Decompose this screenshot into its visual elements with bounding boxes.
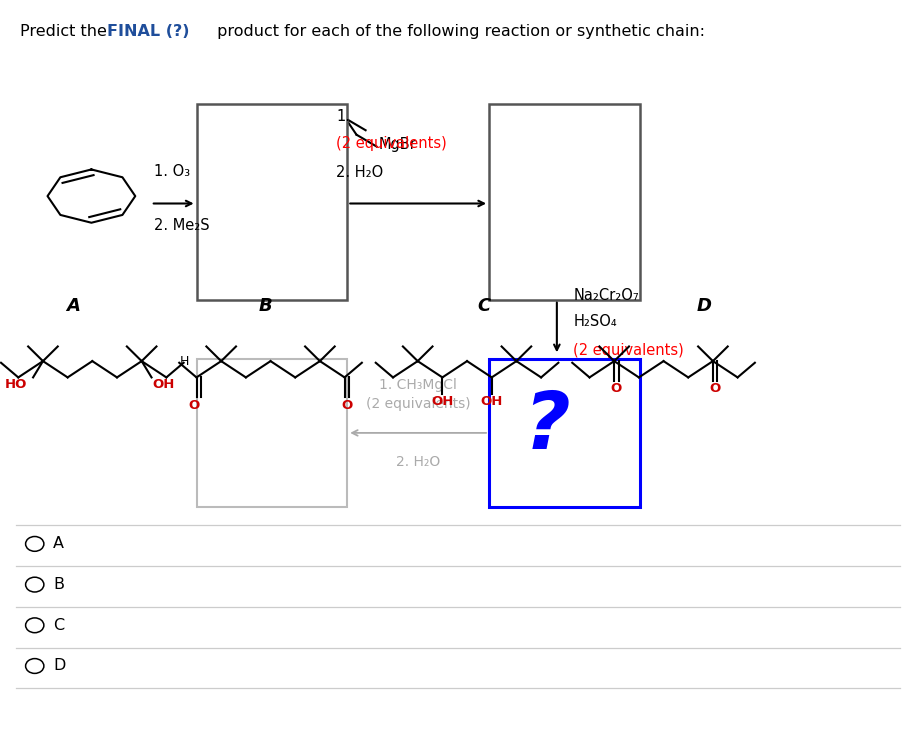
Text: A: A	[53, 536, 64, 551]
Bar	[197, 104, 347, 300]
Text: D: D	[53, 659, 66, 673]
Text: Predict the: Predict the	[20, 24, 112, 38]
Text: MgBr: MgBr	[378, 137, 416, 152]
Text: O: O	[611, 383, 622, 395]
Text: product for each of the following reaction or synthetic chain:: product for each of the following reacti…	[212, 24, 705, 38]
Text: 1.: 1.	[336, 110, 350, 124]
Text: C: C	[478, 297, 491, 314]
Text: OH: OH	[431, 395, 453, 408]
Text: H₂SO₄: H₂SO₄	[573, 314, 617, 329]
Text: O: O	[342, 399, 353, 411]
Text: B: B	[258, 297, 272, 314]
Text: (2 equivalents): (2 equivalents)	[573, 343, 684, 357]
Text: OH: OH	[481, 395, 503, 408]
Text: OH: OH	[153, 378, 175, 391]
Text: B: B	[53, 577, 64, 592]
Text: H: H	[180, 354, 189, 368]
Text: 1. O₃: 1. O₃	[154, 164, 190, 179]
Text: HO: HO	[5, 378, 27, 391]
Text: 2. H₂O: 2. H₂O	[396, 455, 441, 469]
Text: ?: ?	[524, 388, 570, 466]
Text: O: O	[188, 399, 199, 411]
Text: (2 equivalents): (2 equivalents)	[366, 397, 471, 411]
Text: 1. CH₃MgCl: 1. CH₃MgCl	[379, 378, 457, 392]
Text: 2. Me₂S: 2. Me₂S	[154, 218, 209, 232]
Text: Na₂Cr₂O₇: Na₂Cr₂O₇	[573, 289, 639, 303]
Bar	[489, 104, 640, 300]
Text: O: O	[709, 383, 720, 395]
Text: FINAL (?): FINAL (?)	[107, 24, 189, 38]
Text: 2. H₂O: 2. H₂O	[336, 165, 384, 180]
Bar	[197, 359, 347, 507]
Bar	[489, 359, 640, 507]
Text: (2 equivalents): (2 equivalents)	[336, 136, 447, 151]
Text: C: C	[53, 618, 64, 633]
Text: A: A	[66, 297, 80, 314]
Text: D: D	[696, 297, 711, 314]
